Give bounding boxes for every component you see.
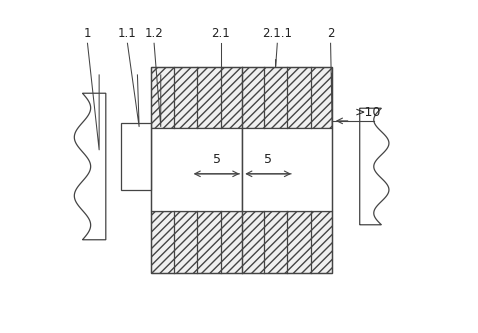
Polygon shape <box>360 108 389 225</box>
Polygon shape <box>75 93 106 240</box>
Text: 5: 5 <box>264 153 272 166</box>
Text: 1.1: 1.1 <box>118 27 137 40</box>
Text: 1: 1 <box>84 27 91 40</box>
Bar <box>151 67 332 273</box>
Bar <box>151 128 242 211</box>
Text: 2: 2 <box>327 27 334 40</box>
Bar <box>242 128 332 211</box>
Text: >10: >10 <box>355 106 381 119</box>
Text: 2.1.1: 2.1.1 <box>262 27 292 40</box>
Bar <box>151 211 332 273</box>
Text: 5: 5 <box>213 153 220 166</box>
Text: 2.1: 2.1 <box>211 27 230 40</box>
Text: 1.2: 1.2 <box>145 27 163 40</box>
Bar <box>121 123 151 190</box>
Bar <box>151 67 332 128</box>
